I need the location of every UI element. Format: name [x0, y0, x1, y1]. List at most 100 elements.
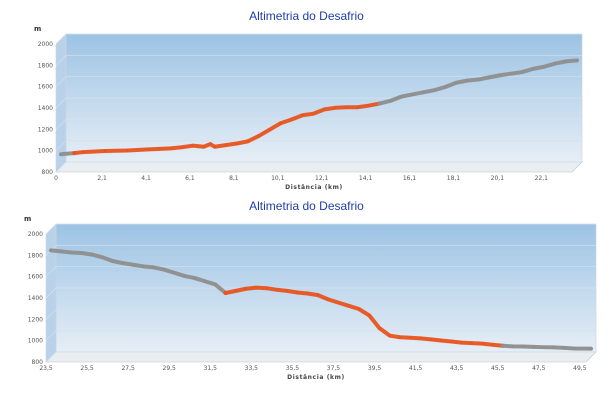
- x-tick-label: 35,5: [286, 365, 300, 372]
- y-tick-label: 1600: [38, 84, 53, 91]
- data-point: [244, 287, 248, 290]
- gridline-side: [45, 351, 57, 363]
- data-point: [131, 263, 135, 266]
- y-tick-label: 1000: [38, 148, 53, 155]
- data-point: [542, 65, 546, 68]
- x-tick-label: 18,1: [447, 175, 461, 182]
- data-point: [152, 266, 155, 269]
- gridline-side: [55, 119, 67, 130]
- data-point: [255, 286, 258, 289]
- gridline-side: [45, 223, 57, 235]
- data-point: [470, 341, 474, 345]
- data-point: [70, 251, 73, 254]
- data-point: [72, 151, 76, 155]
- data-point: [460, 341, 463, 344]
- data-point: [531, 67, 535, 71]
- x-tick-label: 29,5: [163, 365, 177, 372]
- data-point: [419, 337, 422, 340]
- x-tick-label: 6,1: [185, 175, 195, 182]
- x-tick-label: 10,1: [271, 175, 285, 182]
- x-tick-label: 25,5: [80, 365, 94, 372]
- data-point: [224, 291, 227, 295]
- gridline-side: [45, 309, 57, 320]
- data-point: [183, 274, 186, 278]
- data-point: [234, 289, 237, 293]
- data-point: [378, 102, 381, 105]
- data-point: [326, 298, 330, 301]
- data-point: [357, 307, 361, 311]
- y-tick-label: 800: [32, 359, 44, 366]
- data-point: [334, 106, 337, 110]
- data-point: [59, 153, 63, 156]
- x-tick-label: 22,1: [535, 175, 549, 182]
- x-tick-label: 12,1: [315, 175, 329, 182]
- y-tick-label: 2000: [28, 231, 43, 238]
- x-axis-label: Distância (km): [285, 184, 343, 191]
- gridline-side: [45, 330, 57, 341]
- x-tick-label: 23,5: [39, 365, 53, 372]
- data-point: [409, 336, 412, 339]
- x-tick-label: 41,5: [409, 365, 423, 372]
- data-point: [542, 345, 545, 349]
- data-point: [265, 287, 268, 290]
- data-point: [422, 91, 425, 94]
- y-tick-label: 1200: [28, 316, 43, 323]
- data-point: [214, 283, 217, 286]
- x-tick-label: 47,5: [532, 365, 546, 372]
- data-point: [455, 81, 458, 84]
- y-tick-label: 1000: [28, 338, 43, 345]
- data-point: [323, 108, 326, 111]
- data-point: [316, 293, 320, 297]
- data-point: [191, 144, 194, 147]
- data-point: [520, 70, 524, 74]
- data-point: [235, 142, 238, 145]
- chart-1-plot: 800 1000 1200 1400 1600 1800 2000 0 2,1 4,1 6,1 8,1…: [34, 25, 583, 191]
- x-tick-label: 33,5: [245, 365, 259, 372]
- chart-2-title: Altimetria do Desafrio: [249, 199, 364, 213]
- data-point: [279, 122, 282, 125]
- gridline-side: [55, 97, 67, 109]
- y-tick-label: 800: [42, 169, 54, 176]
- data-point: [511, 345, 515, 348]
- data-point: [450, 340, 453, 343]
- data-point: [480, 342, 484, 345]
- x-tick-label: 16,1: [403, 175, 417, 182]
- data-point: [202, 145, 205, 148]
- data-point: [90, 253, 94, 256]
- chart-1-title: Altimetria do Desafrio: [249, 9, 364, 23]
- data-point: [411, 93, 414, 96]
- plot-floor: [45, 351, 597, 363]
- x-tick-label: 39,5: [368, 365, 382, 372]
- data-point: [573, 347, 576, 350]
- data-point: [81, 150, 85, 154]
- x-tick-label: 31,5: [204, 365, 218, 372]
- data-point: [312, 112, 315, 115]
- data-point: [180, 146, 183, 149]
- data-point: [498, 74, 502, 77]
- data-point: [429, 338, 433, 341]
- data-point: [49, 249, 53, 252]
- data-point: [275, 288, 279, 291]
- data-point: [169, 147, 172, 150]
- data-point: [213, 145, 216, 148]
- data-point: [356, 106, 359, 109]
- data-point: [246, 140, 249, 143]
- gridline-side: [55, 76, 67, 87]
- data-point: [209, 142, 212, 146]
- gridline-side: [55, 55, 67, 66]
- data-point: [509, 72, 513, 75]
- data-point: [103, 149, 107, 153]
- data-point: [257, 134, 260, 138]
- y-axis-unit: m: [24, 215, 31, 223]
- data-point: [172, 271, 176, 274]
- data-point: [347, 304, 350, 307]
- data-point: [224, 143, 227, 147]
- x-tick-label: 43,5: [450, 365, 464, 372]
- data-point: [564, 60, 568, 63]
- data-point: [378, 327, 381, 330]
- data-point: [368, 314, 371, 317]
- x-tick-label: 4,1: [141, 175, 151, 182]
- data-point: [433, 89, 436, 92]
- x-tick-label: 49,5: [573, 365, 587, 372]
